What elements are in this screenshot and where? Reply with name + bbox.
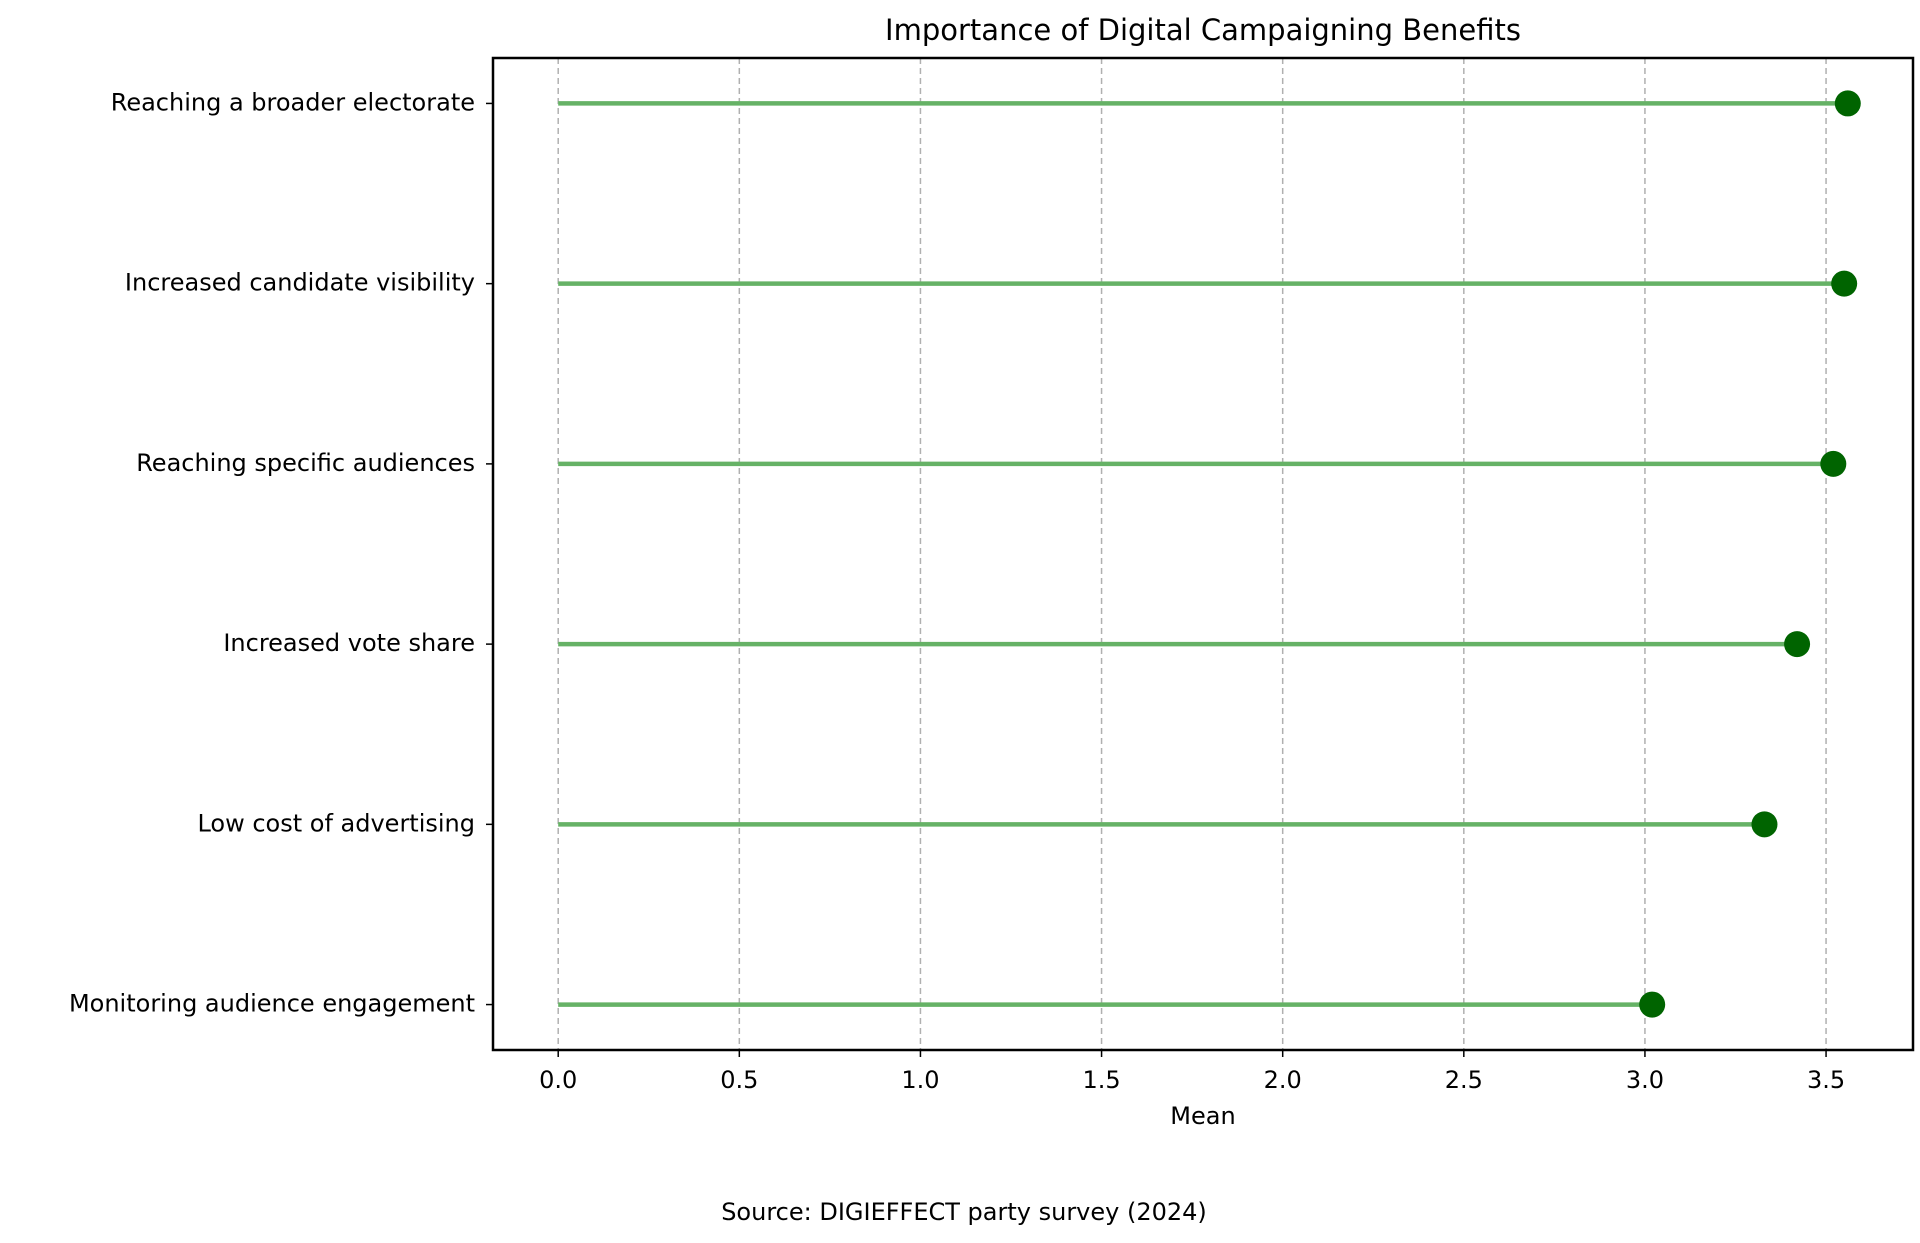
caption: Source: DIGIEFFECT party survey (2024) <box>721 1198 1207 1226</box>
x-tick-label: 2.0 <box>1264 1066 1302 1094</box>
x-tick-label: 1.5 <box>1082 1066 1120 1094</box>
dot <box>1820 450 1847 477</box>
y-tick-label: Reaching a broader electorate <box>111 88 475 116</box>
plot-frame <box>491 56 1915 1052</box>
dot <box>1831 270 1858 297</box>
x-tick-label: 3.5 <box>1807 1066 1845 1094</box>
dot <box>1834 90 1861 117</box>
x-tick-label: 1.0 <box>901 1066 939 1094</box>
x-tick-label: 0.0 <box>539 1066 577 1094</box>
y-tick-label: Low cost of advertising <box>197 809 475 837</box>
y-tick-label: Increased vote share <box>223 629 475 657</box>
x-tick-label: 2.5 <box>1445 1066 1483 1094</box>
y-tick-label: Monitoring audience engagement <box>69 990 475 1018</box>
x-axis-label: Mean <box>1170 1102 1235 1130</box>
dot <box>1751 811 1778 838</box>
x-tick-label: 3.0 <box>1626 1066 1664 1094</box>
chart-title: Importance of Digital Campaigning Benefi… <box>885 13 1521 47</box>
y-tick-label: Increased candidate visibility <box>125 269 475 297</box>
dot <box>1784 631 1811 658</box>
dot <box>1639 991 1666 1018</box>
x-tick-label: 0.5 <box>720 1066 758 1094</box>
y-tick-label: Reaching specific audiences <box>136 449 475 477</box>
